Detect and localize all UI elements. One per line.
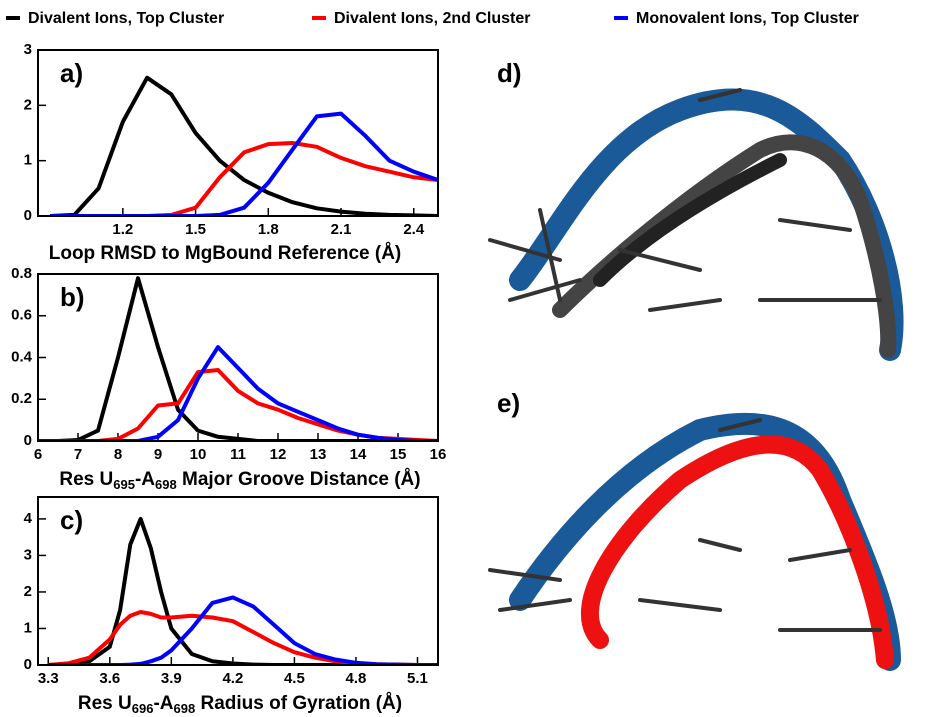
- series-line: [50, 111, 438, 216]
- x-axis-label-part: Res U: [59, 469, 113, 490]
- x-axis-label-part: Loop RMSD to MgBound Reference (Å): [49, 243, 402, 264]
- series-line: [48, 595, 438, 665]
- x-axis-label-part: 696: [132, 701, 154, 716]
- y-tick-label: 1: [24, 152, 32, 169]
- x-tick-label: 12: [270, 446, 287, 463]
- x-axis-label-part: Major Groove Distance (Å): [177, 469, 421, 490]
- y-tick-label: 0.2: [11, 390, 32, 407]
- y-tick-label: 0: [24, 656, 32, 673]
- x-tick-label: 3.9: [161, 670, 182, 687]
- x-tick-label: 9: [154, 446, 162, 463]
- bases: [488, 88, 882, 312]
- x-axis-label-part: Radius of Gyration (Å): [195, 693, 402, 714]
- x-tick-label: 13: [310, 446, 327, 463]
- x-tick-label: 5.1: [407, 670, 428, 687]
- y-tick-label: 0: [24, 432, 32, 449]
- ribbon: [509, 88, 904, 361]
- plot-frame: [37, 496, 439, 666]
- series-line: [48, 516, 438, 665]
- bases: [488, 418, 882, 632]
- x-tick-label: 4.8: [346, 670, 367, 687]
- y-tick-label: 2: [24, 583, 32, 600]
- legend-label: Divalent Ions, 2nd Cluster: [334, 10, 530, 27]
- series-line: [50, 75, 438, 216]
- x-tick-label: 6: [34, 446, 42, 463]
- structure-e: [488, 412, 901, 671]
- panel-label: a): [60, 58, 83, 88]
- legend-label: Monovalent Ions, Top Cluster: [636, 10, 859, 27]
- x-tick-label: 14: [350, 446, 367, 463]
- x-tick-label: 1.8: [258, 221, 279, 238]
- y-tick-label: 1: [24, 619, 32, 636]
- x-axis-label-part: -A: [153, 693, 173, 714]
- y-tick-label: 0.4: [11, 348, 33, 365]
- ribbon: [581, 435, 894, 669]
- y-tick-label: 4: [24, 510, 33, 527]
- x-tick-label: 3.3: [38, 670, 59, 687]
- x-tick-label: 1.5: [185, 221, 206, 238]
- panel-label: d): [497, 58, 522, 88]
- x-axis-label-part: 698: [155, 477, 177, 492]
- x-axis-label: Res U695-A698 Major Groove Distance (Å): [59, 469, 420, 492]
- x-axis-label-part: 695: [113, 477, 135, 492]
- series-line: [38, 345, 438, 441]
- y-tick-label: 2: [24, 96, 32, 113]
- x-axis-label-part: 698: [174, 701, 196, 716]
- plot-lines: [48, 516, 438, 665]
- x-tick-label: 10: [190, 446, 207, 463]
- x-tick-label: 3.6: [99, 670, 120, 687]
- panel-label: e): [497, 388, 520, 418]
- plot-frame: [37, 49, 439, 217]
- x-axis-label: Loop RMSD to MgBound Reference (Å): [49, 243, 402, 264]
- y-tick-label: 0: [24, 207, 32, 224]
- plot-lines: [38, 276, 438, 441]
- ribbon: [593, 153, 787, 287]
- series-line: [38, 276, 438, 441]
- y-tick-label: 0.6: [11, 307, 32, 324]
- legend-label: Divalent Ions, Top Cluster: [28, 10, 224, 27]
- x-tick-label: 15: [390, 446, 407, 463]
- x-tick-label: 2.1: [331, 221, 352, 238]
- x-tick-label: 1.2: [112, 221, 133, 238]
- panel-label: c): [60, 505, 83, 535]
- plot-frame: [37, 273, 439, 442]
- x-tick-label: 7: [74, 446, 82, 463]
- x-axis-label-part: Res U: [78, 693, 132, 714]
- x-tick-label: 16: [430, 446, 447, 463]
- series-line: [50, 141, 438, 216]
- series-line: [48, 610, 438, 665]
- panel-label: b): [60, 282, 85, 312]
- x-axis-label: Res U696-A698 Radius of Gyration (Å): [78, 693, 402, 716]
- plot-lines: [50, 75, 438, 216]
- x-tick-label: 2.4: [403, 221, 425, 238]
- x-tick-label: 8: [114, 446, 122, 463]
- y-tick-label: 3: [24, 546, 32, 563]
- x-tick-label: 4.2: [222, 670, 243, 687]
- y-tick-label: 0.8: [11, 265, 32, 282]
- y-tick-label: 3: [24, 41, 32, 58]
- structure-d: [488, 88, 904, 361]
- x-tick-label: 4.5: [284, 670, 305, 687]
- x-tick-label: 11: [230, 446, 246, 463]
- x-axis-label-part: -A: [135, 469, 155, 490]
